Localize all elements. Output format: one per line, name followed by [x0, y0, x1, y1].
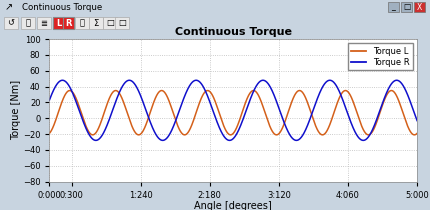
FancyBboxPatch shape [115, 17, 129, 29]
FancyBboxPatch shape [21, 17, 35, 29]
Text: ↺: ↺ [7, 18, 15, 28]
FancyBboxPatch shape [103, 17, 117, 29]
Text: □: □ [403, 3, 410, 12]
Legend: Torque L, Torque R: Torque L, Torque R [348, 43, 413, 70]
Title: Continuous Torque: Continuous Torque [175, 27, 292, 37]
FancyBboxPatch shape [37, 17, 51, 29]
Text: ≣: ≣ [40, 18, 47, 28]
X-axis label: Angle [degrees]: Angle [degrees] [194, 201, 272, 210]
FancyBboxPatch shape [388, 2, 399, 12]
Text: Σ: Σ [93, 18, 98, 28]
Text: □: □ [118, 18, 126, 28]
Text: X: X [417, 3, 422, 12]
Y-axis label: Torque [Nm]: Torque [Nm] [12, 80, 22, 140]
Text: Continuous Torque: Continuous Torque [22, 3, 102, 12]
FancyBboxPatch shape [53, 17, 64, 29]
FancyBboxPatch shape [4, 17, 18, 29]
Text: L: L [56, 18, 61, 28]
Text: 🔍: 🔍 [25, 18, 31, 28]
FancyBboxPatch shape [63, 17, 74, 29]
FancyBboxPatch shape [414, 2, 425, 12]
Text: R: R [65, 18, 72, 28]
Text: □: □ [106, 18, 114, 28]
Text: _: _ [392, 3, 396, 12]
Text: ⌛: ⌛ [80, 18, 85, 28]
Text: ↗: ↗ [5, 2, 13, 12]
FancyBboxPatch shape [75, 17, 89, 29]
FancyBboxPatch shape [401, 2, 412, 12]
FancyBboxPatch shape [89, 17, 103, 29]
